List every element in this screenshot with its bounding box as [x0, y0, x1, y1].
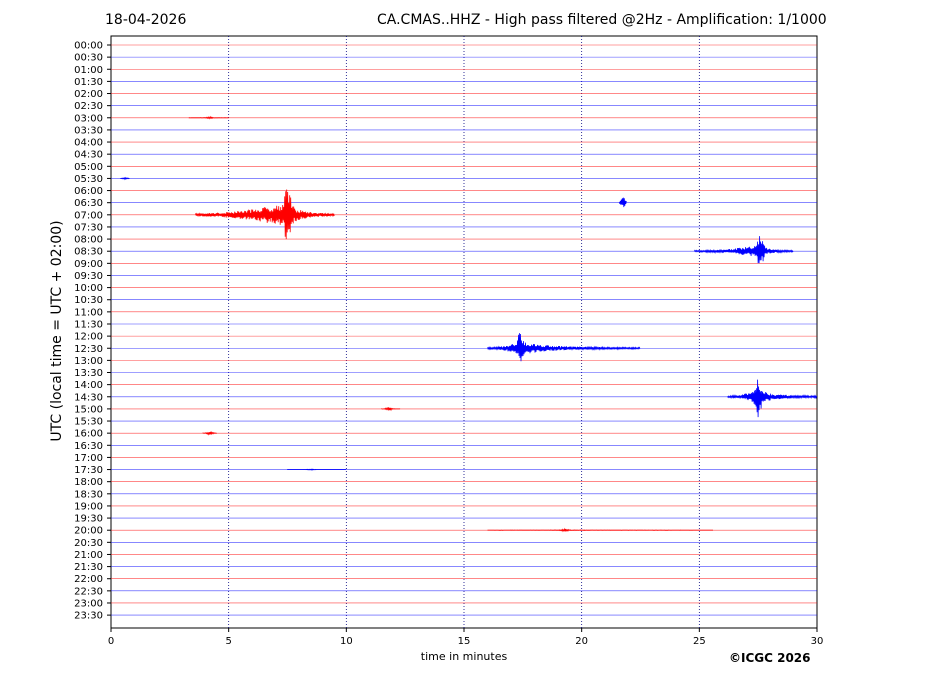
y-tick-label: 16:00: [74, 429, 103, 440]
seismic-event-trace: [487, 527, 713, 533]
y-tick-label: 04:30: [74, 150, 103, 161]
y-tick-label: 10:00: [74, 283, 103, 294]
y-tick-label: 03:00: [74, 113, 103, 124]
x-tick-label: 0: [108, 636, 114, 647]
seismic-event-trace: [195, 189, 335, 240]
y-tick-label: 14:30: [74, 392, 103, 403]
x-axis-label: time in minutes: [420, 650, 508, 663]
y-tick-label: 15:30: [74, 417, 103, 428]
x-tick-label: 20: [575, 636, 588, 647]
y-tick-label: 19:00: [74, 501, 103, 512]
y-tick-label: 09:00: [74, 259, 103, 270]
y-tick-label: 08:30: [74, 247, 103, 258]
y-tick-label: 03:30: [74, 125, 103, 136]
y-tick-label: 21:30: [74, 562, 103, 573]
x-tick-label: 25: [693, 636, 706, 647]
y-tick-label: 09:30: [74, 271, 103, 282]
seismic-event-trace: [120, 176, 130, 181]
y-tick-label: 14:00: [74, 380, 103, 391]
y-tick-label: 01:00: [74, 65, 103, 76]
x-tick-label: 15: [458, 636, 471, 647]
y-tick-label: 07:00: [74, 210, 103, 221]
seismic-event-trace: [618, 197, 627, 208]
seismic-event-trace: [287, 468, 347, 471]
y-tick-label: 05:00: [74, 162, 103, 173]
copyright-credit: ©ICGC 2026: [729, 651, 811, 665]
seismic-event-trace: [727, 379, 817, 418]
y-tick-label: 17:30: [74, 465, 103, 476]
y-tick-label: 13:00: [74, 356, 103, 367]
y-tick-label: 22:00: [74, 574, 103, 585]
y-tick-label: 23:00: [74, 598, 103, 609]
y-tick-label: 22:30: [74, 586, 103, 597]
y-tick-label: 18:30: [74, 489, 103, 500]
y-tick-label: 12:30: [74, 344, 103, 355]
y-tick-label: 20:30: [74, 538, 103, 549]
y-tick-label: 08:00: [74, 235, 103, 246]
y-tick-label: 01:30: [74, 77, 103, 88]
seismic-event-trace: [694, 236, 794, 264]
y-tick-label: 13:30: [74, 368, 103, 379]
y-tick-label: 12:00: [74, 332, 103, 343]
y-tick-label: 02:00: [74, 89, 103, 100]
y-tick-label: 00:00: [74, 41, 103, 52]
x-tick-label: 10: [340, 636, 353, 647]
y-tick-label: 11:00: [74, 307, 103, 318]
seismic-event-trace: [381, 406, 401, 412]
y-tick-label: 21:00: [74, 550, 103, 561]
y-tick-label: 11:30: [74, 319, 103, 330]
plot-frame: [110, 35, 818, 629]
y-tick-label: 20:00: [74, 526, 103, 537]
date-label: 18-04-2026: [105, 12, 187, 28]
y-tick-label: 17:00: [74, 453, 103, 464]
y-tick-label: 19:30: [74, 514, 103, 525]
x-tick-label: 5: [225, 636, 231, 647]
seismic-event-trace: [188, 115, 229, 120]
y-tick-label: 16:30: [74, 441, 103, 452]
y-tick-label: 06:30: [74, 198, 103, 209]
seismic-event-trace: [202, 431, 217, 436]
y-tick-label: 04:00: [74, 138, 103, 149]
y-tick-label: 10:30: [74, 295, 103, 306]
x-tick-label: 30: [811, 636, 824, 647]
y-tick-label: 00:30: [74, 53, 103, 64]
y-tick-label: 05:30: [74, 174, 103, 185]
y-tick-label: 06:00: [74, 186, 103, 197]
y-tick-label: 23:30: [74, 611, 103, 622]
chart-title: CA.CMAS..HHZ - High pass filtered @2Hz -…: [377, 12, 827, 28]
y-tick-label: 15:00: [74, 404, 103, 415]
y-tick-label: 02:30: [74, 101, 103, 112]
y-tick-label: 07:30: [74, 222, 103, 233]
seismic-event-trace: [487, 333, 641, 362]
y-tick-label: 18:00: [74, 477, 103, 488]
